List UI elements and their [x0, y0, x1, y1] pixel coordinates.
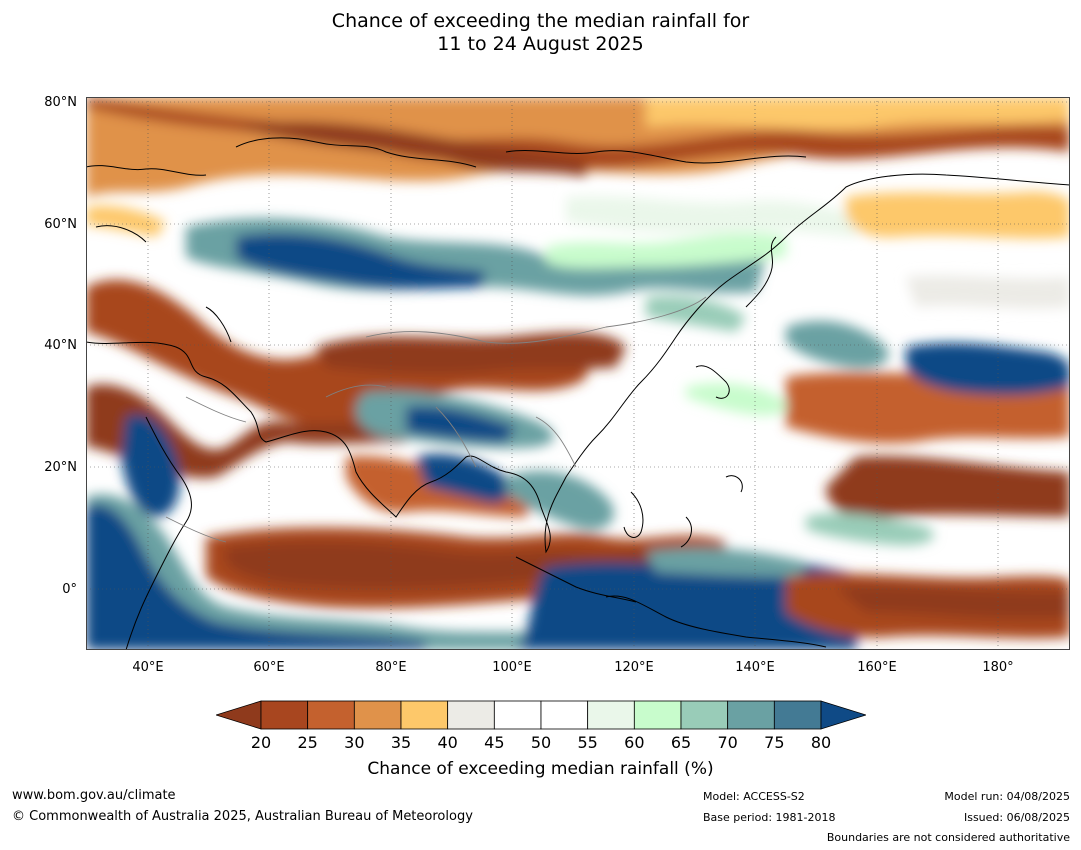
lon-label-40e: 40°E — [132, 660, 164, 675]
colorbar-tick-label: 20 — [250, 733, 272, 752]
colorbar-tick-label: 60 — [624, 733, 645, 752]
footer-disclaimer: Boundaries are not considered authoritat… — [826, 831, 1070, 844]
lon-label-140e: 140°E — [735, 660, 775, 675]
lat-label-20n: 20°N — [44, 460, 77, 475]
graticule — [86, 97, 1070, 650]
lat-label-40n: 40°N — [44, 338, 77, 353]
rainfall-probability-map — [86, 97, 1070, 650]
colorbar-tick-label: 50 — [530, 733, 552, 752]
colorbar-segment — [587, 700, 635, 730]
footer-base-period: Base period: 1981-2018 — [703, 811, 836, 824]
colorbar-segment — [353, 700, 402, 730]
footer-issued: Issued: 06/08/2025 — [963, 811, 1070, 824]
map-title: Chance of exceeding the median rainfall … — [0, 10, 1081, 56]
colorbar-tick-label: 75 — [764, 733, 785, 752]
colorbar-tick-label: 55 — [577, 733, 598, 752]
lon-label-100e: 100°E — [492, 660, 532, 675]
footer-url[interactable]: www.bom.gov.au/climate — [12, 788, 176, 803]
country-borders — [165, 296, 707, 543]
footer-model: Model: ACCESS-S2 — [703, 790, 805, 803]
lon-label-80e: 80°E — [375, 660, 407, 675]
colorbar-tick-label: 70 — [717, 733, 738, 752]
colorbar-tick-label: 65 — [670, 733, 692, 752]
colorbar-segment — [307, 700, 355, 730]
coastlines — [86, 137, 1070, 650]
title-line-1: Chance of exceeding the median rainfall … — [331, 10, 750, 32]
colorbar-segment — [633, 700, 682, 730]
footer-copyright: © Commonwealth of Australia 2025, Austra… — [12, 809, 473, 824]
colorbar-segment — [493, 700, 542, 730]
lat-label-60n: 60°N — [44, 217, 77, 232]
lon-label-60e: 60°E — [253, 660, 285, 675]
lat-label-0: 0° — [62, 582, 77, 597]
lon-label-160e: 160°E — [857, 660, 897, 675]
colorbar-tick-label: 45 — [484, 733, 505, 752]
colorbar-segment — [773, 700, 822, 730]
lat-label-80n: 80°N — [44, 95, 77, 110]
colorbar-segment — [447, 700, 495, 730]
colorbar-arrow-low — [216, 700, 262, 730]
lon-label-120e: 120°E — [614, 660, 654, 675]
lon-label-180: 180° — [982, 660, 1014, 675]
colorbar — [216, 700, 866, 730]
colorbar-segment — [400, 700, 449, 730]
title-line-2: 11 to 24 August 2025 — [437, 33, 644, 55]
footer-model-run: Model run: 04/08/2025 — [944, 790, 1070, 803]
colorbar-segment — [260, 700, 309, 730]
colorbar-tick-label: 25 — [297, 733, 318, 752]
colorbar-tick-label: 80 — [810, 733, 832, 752]
colorbar-segment — [727, 700, 775, 730]
colorbar-tick-label: 35 — [390, 733, 412, 752]
colorbar-tick-label: 30 — [344, 733, 365, 752]
colorbar-tick-label: 40 — [437, 733, 458, 752]
colorbar-segment — [680, 700, 729, 730]
colorbar-arrow-high — [820, 700, 866, 730]
colorbar-segment — [540, 700, 589, 730]
colorbar-label: Chance of exceeding median rainfall (%) — [367, 759, 714, 779]
map-frame — [86, 97, 1070, 650]
